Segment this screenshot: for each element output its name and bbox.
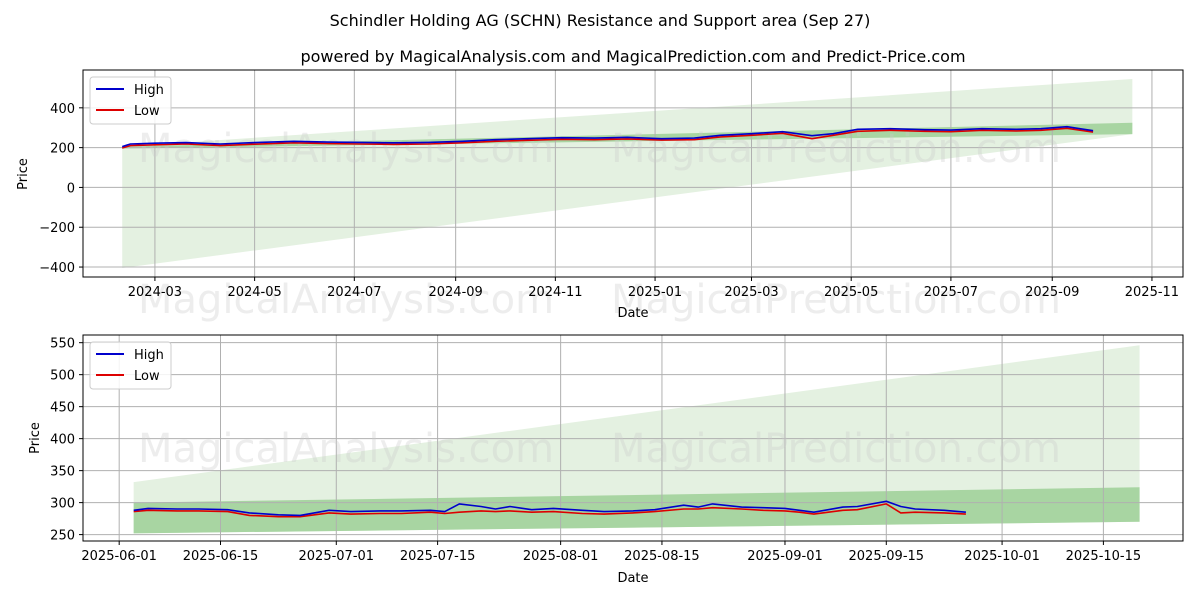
top-chart-panel: MagicalAnalysis.com MagicalPrediction.co…: [16, 69, 1184, 323]
top-x-tick-label: 2025-05: [824, 285, 878, 300]
top-x-tick-label: 2024-07: [327, 285, 381, 300]
top-legend-low-label: Low: [134, 104, 160, 119]
bottom-legend: High Low: [89, 341, 172, 390]
top-x-tick-label: 2025-09: [1025, 285, 1079, 300]
bottom-x-tick-label: 2025-06-01: [81, 549, 157, 564]
top-x-tick-label: 2024-09: [428, 285, 482, 300]
figure-subtitle: powered by MagicalAnalysis.com and Magic…: [300, 47, 965, 66]
watermark-prediction-lower: MagicalPrediction.com: [611, 277, 1061, 323]
bottom-legend-low-label: Low: [134, 369, 160, 384]
top-legend-high-label: High: [134, 83, 164, 98]
top-x-tick-label: 2025-07: [924, 285, 978, 300]
bottom-legend-high-label: High: [134, 348, 164, 363]
bottom-x-tick-label: 2025-09-15: [849, 549, 925, 564]
bottom-x-tick-label: 2025-07-15: [400, 549, 476, 564]
top-x-axis-label: Date: [617, 306, 648, 321]
top-plot-frame: [82, 69, 1184, 278]
bottom-y-tick-label: 350: [50, 465, 75, 480]
bottom-y-axis-label: Price: [28, 422, 43, 454]
bottom-y-tick-label: 450: [50, 401, 75, 416]
top-y-tick-label: 0: [67, 181, 75, 196]
bottom-y-tick-label: 400: [50, 433, 75, 448]
top-y-tick-label: −200: [39, 221, 75, 236]
top-band-support-resistance-wide: [122, 78, 1133, 269]
top-y-tick-label: 200: [50, 142, 75, 157]
bottom-x-axis-label: Date: [617, 571, 648, 586]
bottom-x-tick-label: 2025-08-01: [523, 549, 599, 564]
top-y-axis-label: Price: [16, 158, 31, 190]
top-x-tick-label: 2024-03: [128, 285, 182, 300]
watermark-analysis: MagicalAnalysis.com: [138, 126, 554, 172]
watermark-prediction-bottom: MagicalPrediction.com: [611, 426, 1061, 472]
bottom-series-high-line: [133, 500, 966, 517]
bottom-chart-panel: MagicalAnalysis.com MagicalPrediction.co…: [28, 334, 1184, 586]
bottom-y-tick-label: 500: [50, 369, 75, 384]
bottom-y-tick-label: 300: [50, 497, 75, 512]
top-series-high-line: [121, 125, 1094, 148]
top-legend: High Low: [89, 76, 172, 125]
bottom-x-tick-label: 2025-10-01: [964, 549, 1040, 564]
top-x-tick-label: 2025-03: [724, 285, 778, 300]
figure-title: Schindler Holding AG (SCHN) Resistance a…: [330, 11, 871, 30]
bottom-y-tick-label: 550: [50, 337, 75, 352]
bottom-x-tick-label: 2025-10-15: [1066, 549, 1142, 564]
bottom-series-low-line: [133, 503, 966, 518]
bottom-x-tick-label: 2025-07-01: [299, 549, 375, 564]
top-y-tick-label: −400: [39, 261, 75, 276]
bottom-x-tick-label: 2025-09-01: [747, 549, 823, 564]
watermark-analysis-lower: MagicalAnalysis.com: [138, 277, 554, 323]
top-y-tick-label: 400: [50, 102, 75, 117]
watermark-analysis-bottom: MagicalAnalysis.com: [138, 426, 554, 472]
top-x-tick-label: 2024-05: [227, 285, 281, 300]
bottom-x-tick-label: 2025-08-15: [624, 549, 700, 564]
bottom-y-tick-label: 250: [50, 529, 75, 544]
top-x-tick-label: 2025-01: [628, 285, 682, 300]
bottom-band-support-resistance-wide: [133, 345, 1140, 534]
bottom-plot-frame: [82, 334, 1184, 542]
bottom-x-tick-label: 2025-06-15: [183, 549, 259, 564]
top-x-tick-label: 2024-11: [528, 285, 582, 300]
top-x-tick-label: 2025-11: [1125, 285, 1179, 300]
top-series-low-line: [121, 127, 1094, 149]
